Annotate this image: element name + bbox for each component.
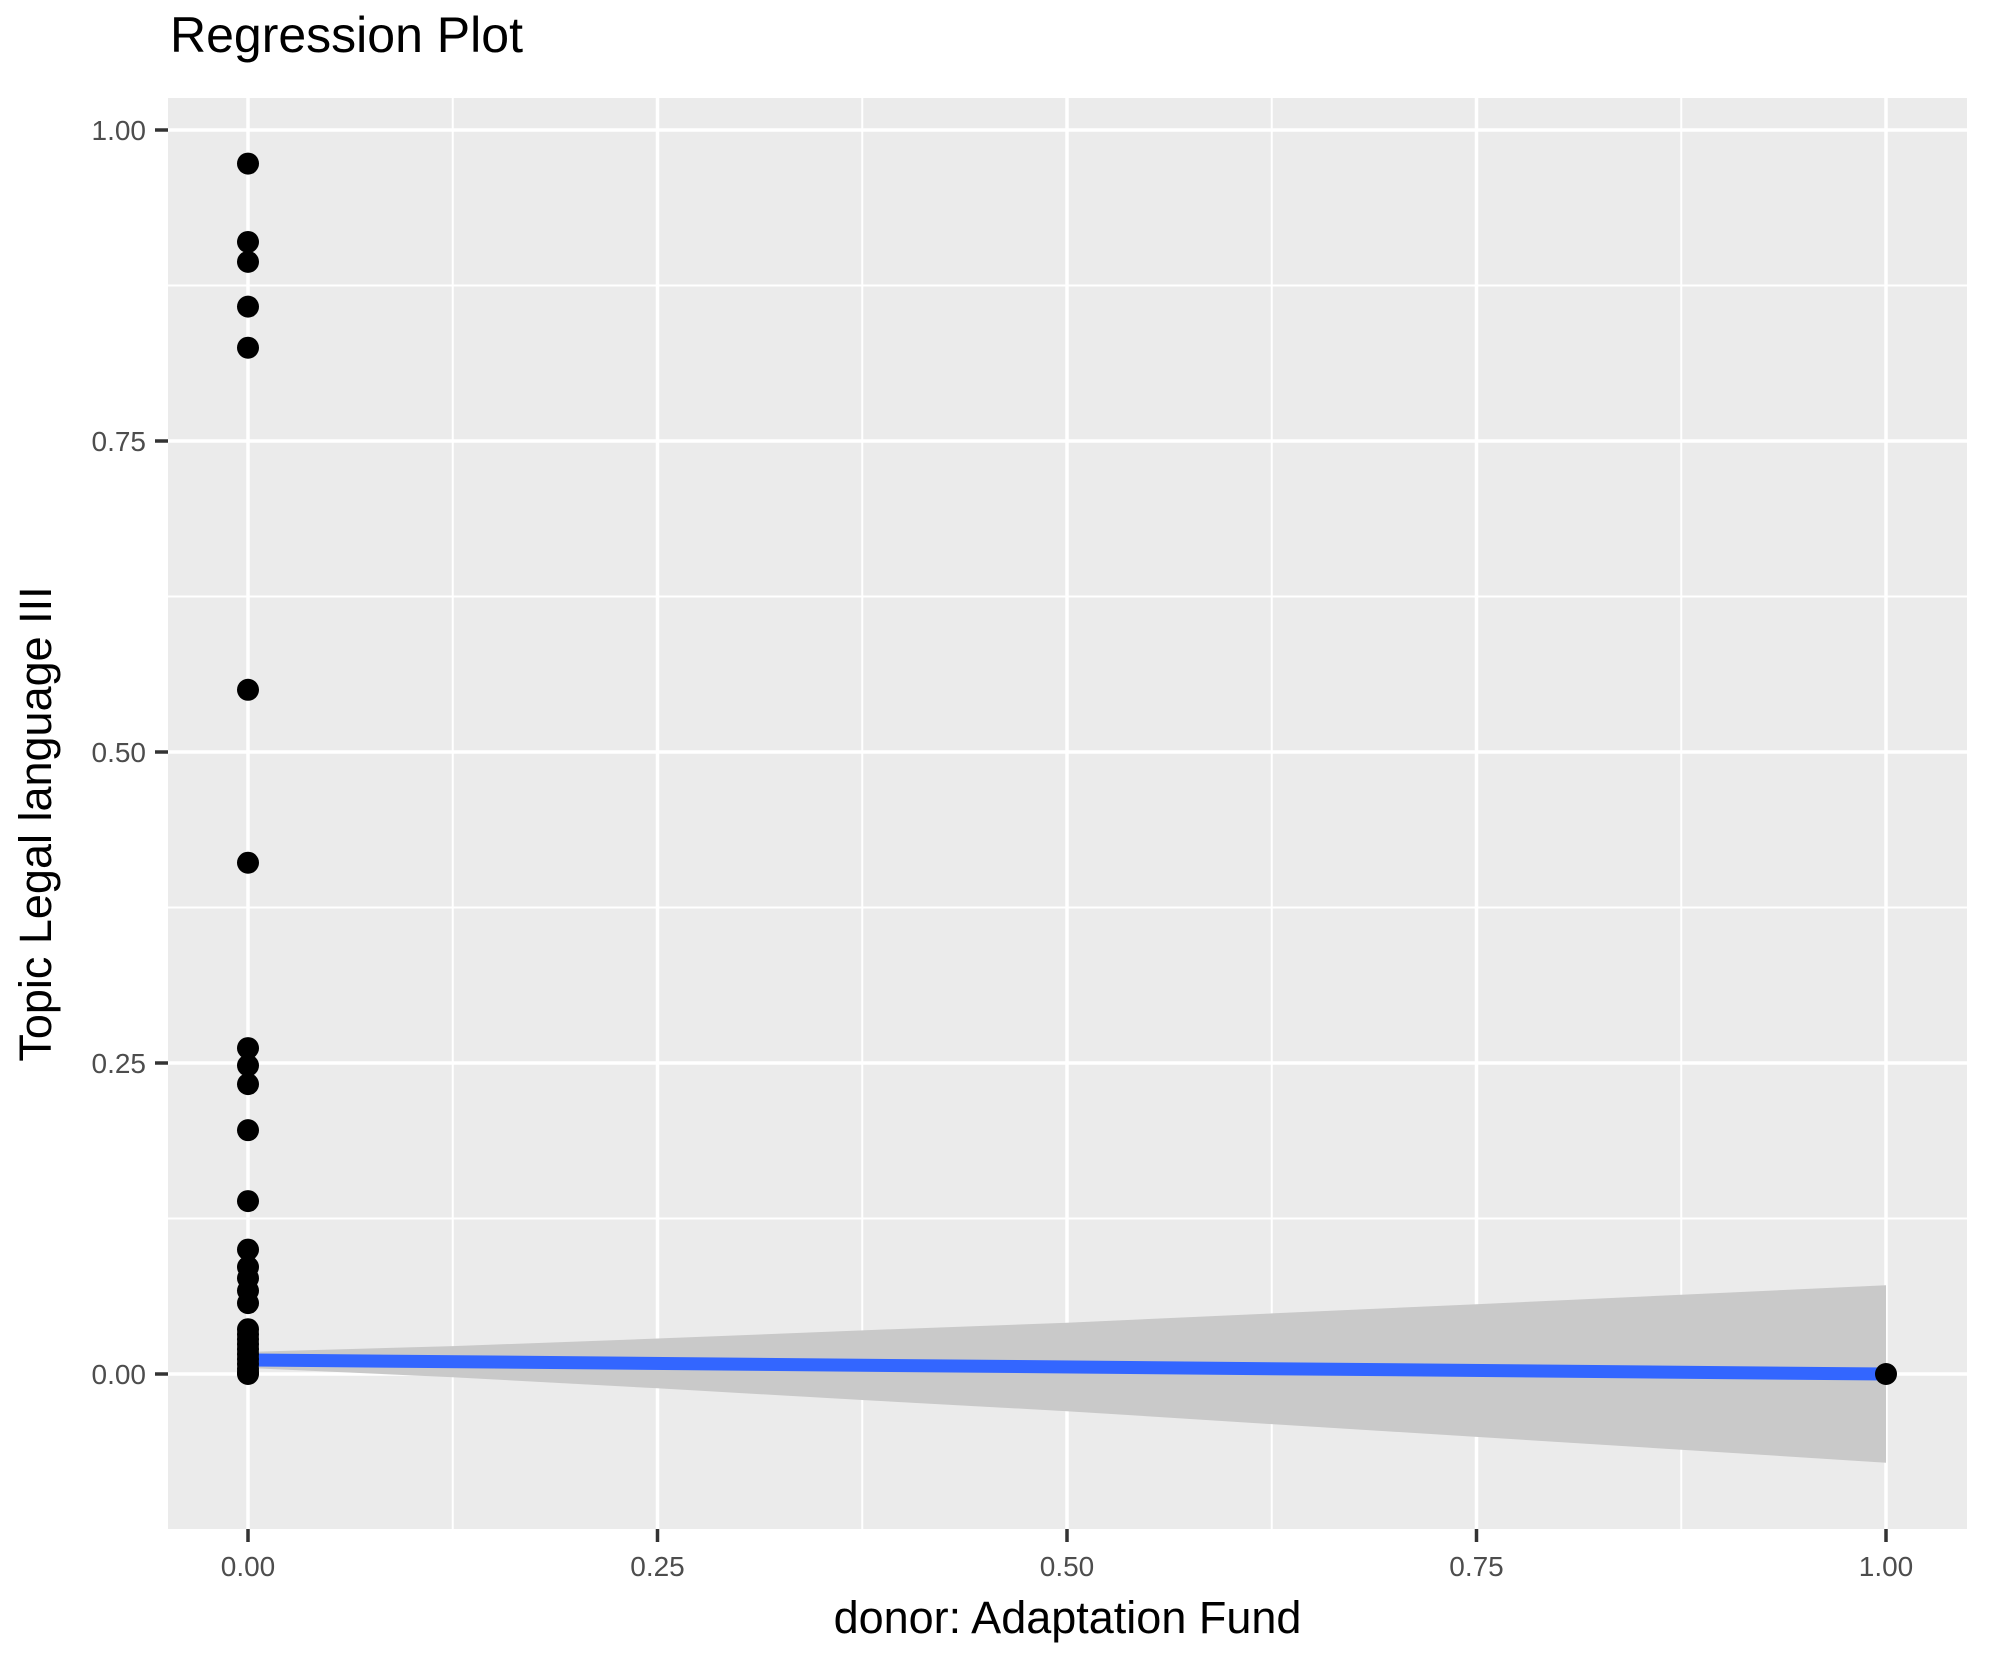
data-point	[237, 1190, 259, 1213]
data-point	[237, 152, 259, 175]
data-point	[237, 1238, 259, 1261]
data-point	[237, 851, 259, 874]
y-tick-label: 0.75	[92, 426, 147, 457]
data-point	[237, 1037, 259, 1060]
data-point	[237, 1073, 259, 1096]
x-tick-label: 1.00	[1859, 1551, 1914, 1582]
data-point	[237, 1363, 259, 1385]
x-tick-label: 0.25	[630, 1551, 685, 1582]
data-point	[237, 336, 259, 359]
confidence-band	[248, 1285, 1886, 1463]
data-point	[237, 1119, 259, 1142]
data-point	[237, 230, 259, 253]
x-tick-label: 0.00	[221, 1551, 276, 1582]
y-tick-label: 1.00	[92, 115, 147, 146]
data-point	[237, 1054, 259, 1077]
y-tick-label: 0.50	[92, 737, 147, 768]
plot-title: Regression Plot	[170, 7, 523, 63]
y-axis-title: Topic Legal language III	[10, 586, 61, 1062]
y-tick-label: 0.25	[92, 1048, 147, 1079]
x-tick-label: 0.50	[1040, 1551, 1095, 1582]
y-tick-label: 0.00	[92, 1359, 147, 1390]
x-axis-title: donor: Adaptation Fund	[833, 1592, 1302, 1643]
data-point	[1875, 1363, 1897, 1385]
x-tick-label: 0.75	[1449, 1551, 1504, 1582]
data-point	[237, 678, 259, 701]
data-point	[237, 1292, 259, 1315]
data-point	[237, 295, 259, 318]
regression-line	[247, 1353, 1887, 1381]
data-point	[237, 250, 259, 273]
